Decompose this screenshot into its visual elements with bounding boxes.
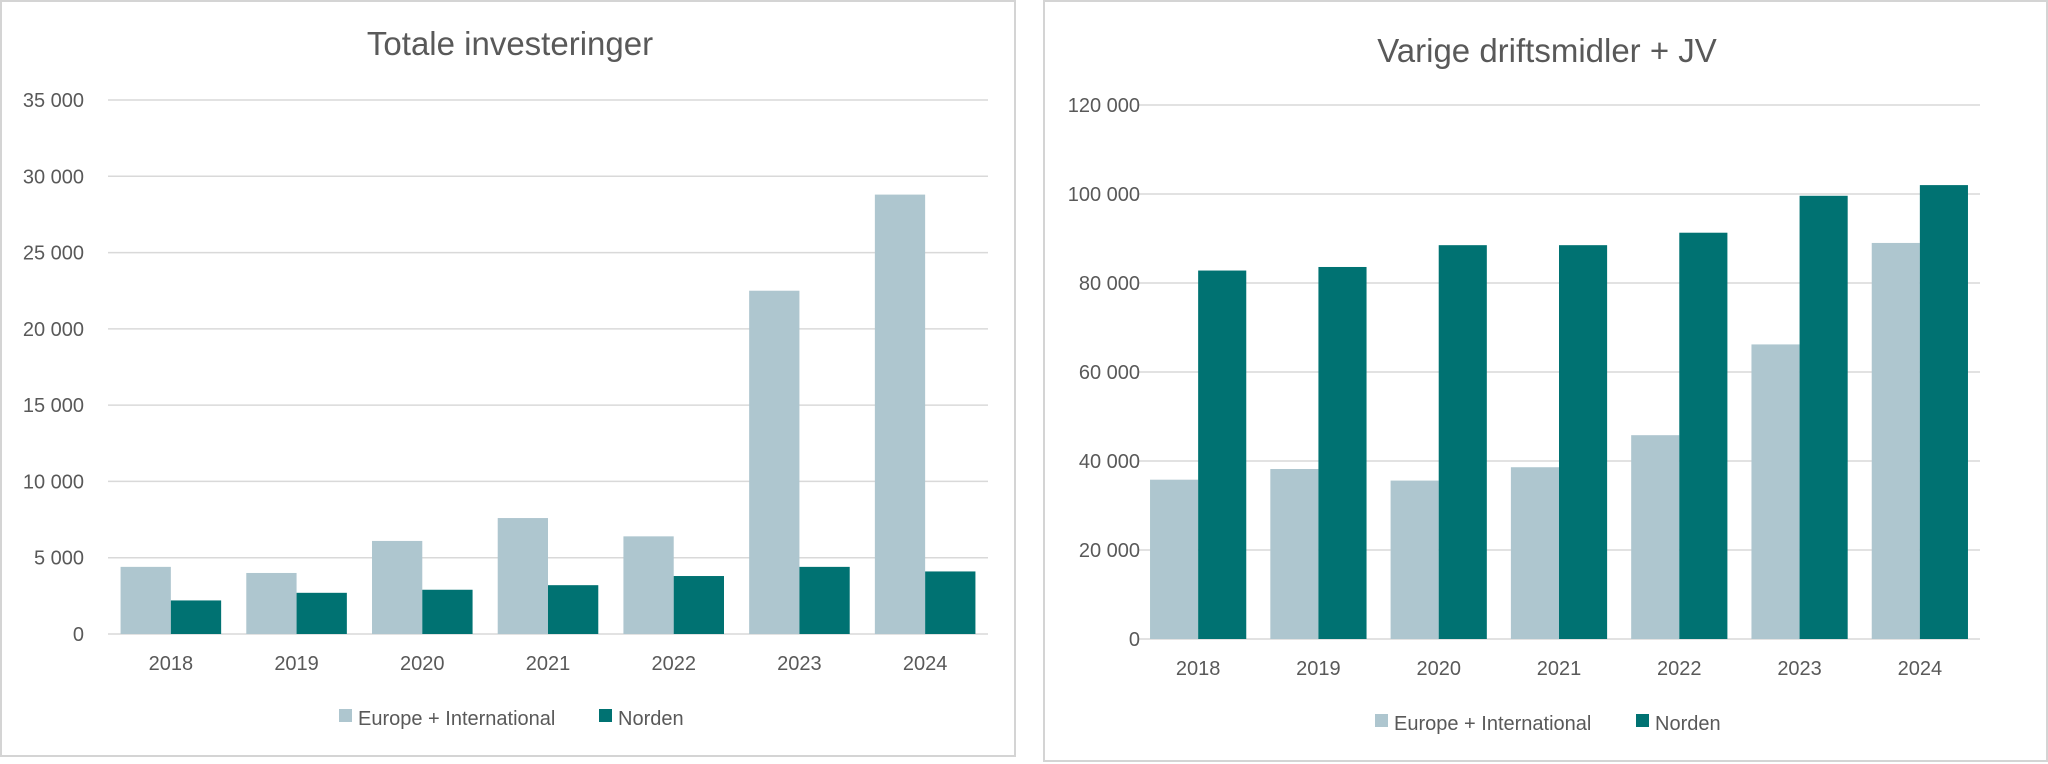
legend-swatch-europe [339,709,352,722]
bar-norden-2021 [1559,245,1608,640]
x-tick-label: 2024 [903,653,948,675]
bar-europe-2022 [1631,435,1680,639]
legend-label-norden: Norden [1655,713,1721,735]
bar-europe-2022 [623,536,674,634]
y-tick-label: 35 000 [23,90,84,112]
bar-norden-2021 [548,585,599,634]
legend-swatch-europe [1375,714,1388,727]
y-tick-label: 20 000 [23,319,84,341]
bar-europe-2024 [1871,242,1920,639]
bar-norden-2022 [673,576,724,634]
legend-swatch-norden [1636,714,1649,727]
chart-title: Totale investeringer [367,25,653,62]
x-tick-label: 2023 [1777,658,1822,680]
y-tick-label: 40 000 [1079,451,1140,473]
bar-europe-2021 [1510,467,1559,639]
bar-norden-2022 [1679,232,1728,639]
chart-totale-investeringer: Totale investeringer 0 5 000 10 000 15 000 2… [23,25,988,730]
legend: Europe + International Norden [339,708,684,730]
bar-europe-2019 [1270,469,1319,639]
legend: Europe + International Norden [1375,713,1721,735]
chart-title: Varige driftsmidler + JV [1377,32,1717,69]
chart-panel-totale-investeringer: Totale investeringer 0 5 000 10 000 15 000 2… [0,0,1016,757]
y-tick-label: 120 000 [1068,95,1140,117]
x-tick-label: 2020 [1416,658,1461,680]
bar-europe-2024 [874,194,926,634]
chart-panel-varige-driftsmidler: Varige driftsmidler + JV 0 20 000 40 000 60… [1043,0,2048,762]
y-tick-label: 100 000 [1068,184,1140,206]
y-tick-label: 0 [73,624,84,646]
x-tick-label: 2018 [1176,658,1221,680]
x-tick-label: 2024 [1898,658,1943,680]
x-tick-label: 2021 [526,653,571,675]
legend-label-europe: Europe + International [1394,713,1591,735]
legend-label-europe: Europe + International [358,708,555,730]
bar-europe-2018 [120,566,171,634]
y-tick-label: 25 000 [23,243,84,265]
y-tick-label: 5 000 [34,548,84,570]
x-tick-label: 2022 [1657,658,1702,680]
bar-europe-2020 [1390,480,1439,639]
bar-norden-2020 [1438,245,1487,640]
x-tick-label: 2019 [1296,658,1341,680]
bar-norden-2023 [799,566,850,634]
bar-europe-2023 [749,290,800,634]
bar-europe-2023 [1751,344,1800,639]
bar-norden-2020 [422,589,473,634]
x-tick-label: 2022 [651,653,696,675]
bar-norden-2023 [1799,195,1848,639]
legend-label-norden: Norden [618,708,684,730]
y-tick-label: 80 000 [1079,273,1140,295]
y-tick-label: 60 000 [1079,362,1140,384]
legend-swatch-norden [599,709,612,722]
y-tick-label: 15 000 [23,395,84,417]
bar-europe-2020 [372,540,423,634]
bar-europe-2018 [1150,479,1199,639]
x-tick-label: 2021 [1537,658,1582,680]
x-tick-label: 2018 [149,653,194,675]
chart-varige-driftsmidler: Varige driftsmidler + JV 0 20 000 40 000 60… [1068,32,1980,735]
y-tick-label: 30 000 [23,166,84,188]
x-tick-label: 2023 [777,653,822,675]
bar-norden-2018 [1198,270,1247,639]
y-tick-label: 20 000 [1079,540,1140,562]
x-tick-label: 2019 [274,653,319,675]
bar-norden-2024 [925,571,976,634]
bar-norden-2019 [296,592,347,634]
bar-norden-2024 [1919,185,1968,639]
y-tick-label: 10 000 [23,471,84,493]
y-tick-label: 0 [1129,629,1140,651]
x-tick-label: 2020 [400,653,445,675]
bar-norden-2018 [170,600,222,634]
bar-europe-2019 [246,572,297,634]
bar-norden-2019 [1318,266,1367,639]
bar-europe-2021 [497,518,548,634]
